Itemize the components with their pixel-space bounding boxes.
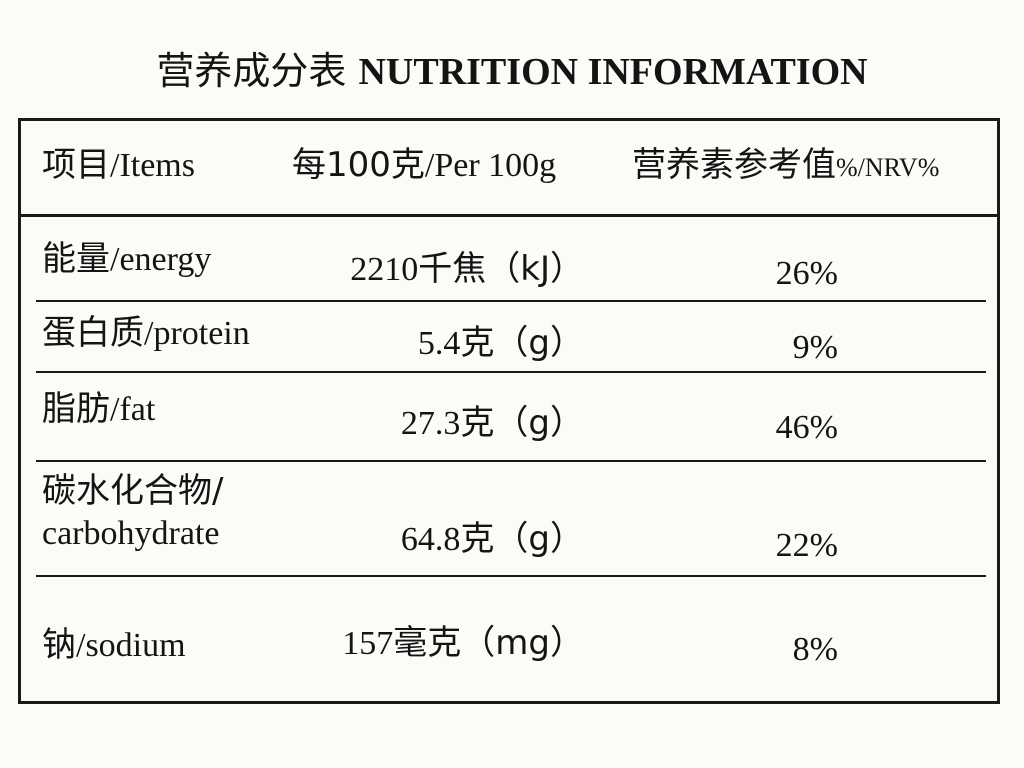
row-sodium-nrv-value: 8% xyxy=(792,631,838,668)
row-fat-nrv-value: 46% xyxy=(775,409,838,446)
row-carbohydrate-nrv-value: 22% xyxy=(775,527,838,564)
row-energy-item-en: /energy xyxy=(110,241,212,278)
row-fat-amount-unit: 克（g） xyxy=(460,403,584,443)
title-chinese: 营养成分表 xyxy=(156,49,347,93)
row-carbohydrate-amount: 64.8克（g） xyxy=(401,522,584,557)
row-sodium-item-en: /sodium xyxy=(76,627,186,664)
row-divider xyxy=(36,300,986,302)
row-protein-nrv-value: 9% xyxy=(792,329,838,366)
row-carbohydrate-item: 碳水化合物/carbohydrate xyxy=(42,470,282,555)
row-fat-item-en: /fat xyxy=(110,391,156,428)
row-sodium-amount-value: 157 xyxy=(342,625,394,662)
header-per-cn: 每100克 xyxy=(292,145,425,185)
header-per-100g: 每100克/Per 100g xyxy=(292,148,556,183)
row-carbohydrate-nrv: 22% xyxy=(776,528,838,563)
row-protein-amount-value: 5.4 xyxy=(417,325,461,362)
header-divider xyxy=(18,214,1000,217)
row-sodium-item-cn: 钠 xyxy=(42,625,76,665)
header-nrv-cn: 营养素参考值 xyxy=(632,145,836,185)
row-sodium-nrv: 8% xyxy=(793,632,838,667)
row-sodium-amount-unit: 毫克（mg） xyxy=(393,623,584,663)
row-divider xyxy=(36,460,986,462)
row-fat-item-cn: 脂肪 xyxy=(42,389,110,429)
title-english: NUTRITION INFORMATION xyxy=(358,51,868,93)
row-divider xyxy=(36,371,986,373)
row-energy-nrv: 26% xyxy=(776,256,838,291)
row-fat-item: 脂肪/fat xyxy=(42,392,155,427)
row-energy-nrv-value: 26% xyxy=(775,255,838,292)
row-carbohydrate-item-cn: 碳水化合物/ xyxy=(42,471,224,511)
row-carbohydrate-amount-value: 64.8 xyxy=(400,521,461,558)
row-fat-amount: 27.3克（g） xyxy=(401,406,584,441)
table-title: 营养成分表 NUTRITION INFORMATION xyxy=(0,40,1024,95)
header-nrv-en: %/NRV% xyxy=(836,153,940,182)
header-nrv: 营养素参考值%/NRV% xyxy=(632,148,939,182)
row-protein-item-en: /protein xyxy=(144,315,250,352)
header-items-cn: 项目 xyxy=(42,145,110,185)
nutrition-table xyxy=(18,118,1000,704)
row-protein-nrv: 9% xyxy=(793,330,838,365)
row-energy-item: 能量/energy xyxy=(42,242,211,277)
row-protein-amount-unit: 克（g） xyxy=(460,323,584,363)
row-carbohydrate-item-en: carbohydrate xyxy=(42,515,220,552)
row-fat-amount-value: 27.3 xyxy=(400,405,461,442)
row-sodium-amount: 157毫克（mg） xyxy=(342,626,584,661)
header-items: 项目/Items xyxy=(42,148,195,183)
row-divider xyxy=(36,575,986,577)
row-protein-item-cn: 蛋白质 xyxy=(42,313,144,353)
row-energy-amount-unit: 千焦（kJ） xyxy=(418,249,584,289)
header-items-en: /Items xyxy=(110,147,195,184)
row-carbohydrate-amount-unit: 克（g） xyxy=(460,519,584,559)
row-energy-amount-value: 2210 xyxy=(350,251,419,288)
header-per-en: /Per 100g xyxy=(424,147,557,184)
row-protein-item: 蛋白质/protein xyxy=(42,316,250,351)
row-fat-nrv: 46% xyxy=(776,410,838,445)
row-energy-amount: 2210千焦（kJ） xyxy=(350,252,584,287)
row-protein-amount: 5.4克（g） xyxy=(418,326,584,361)
row-energy-item-cn: 能量 xyxy=(42,239,110,279)
row-sodium-item: 钠/sodium xyxy=(42,628,186,663)
